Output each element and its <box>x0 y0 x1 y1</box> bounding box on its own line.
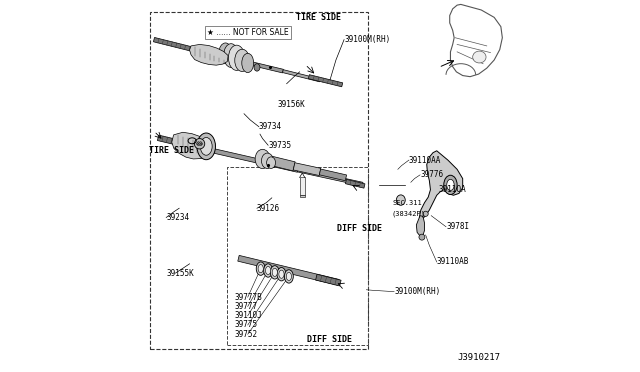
Polygon shape <box>419 151 463 219</box>
Ellipse shape <box>279 270 284 278</box>
Text: (38342P): (38342P) <box>392 211 426 217</box>
Text: 39777: 39777 <box>235 302 258 311</box>
Text: 39155K: 39155K <box>166 269 194 278</box>
Text: 39752: 39752 <box>235 330 258 339</box>
Text: 39775: 39775 <box>235 321 258 330</box>
Text: 39126: 39126 <box>257 204 280 213</box>
Ellipse shape <box>277 267 286 281</box>
Polygon shape <box>172 132 211 159</box>
Polygon shape <box>319 169 347 181</box>
Ellipse shape <box>235 49 250 71</box>
Text: DIFF SIDE: DIFF SIDE <box>307 335 352 344</box>
Ellipse shape <box>198 142 200 144</box>
Polygon shape <box>293 163 321 176</box>
Text: 39234: 39234 <box>166 213 189 222</box>
Ellipse shape <box>447 179 454 190</box>
Ellipse shape <box>423 211 428 217</box>
Polygon shape <box>316 274 341 286</box>
Text: 39110J: 39110J <box>235 311 262 320</box>
Text: J3910217: J3910217 <box>457 353 500 362</box>
Ellipse shape <box>223 44 239 67</box>
Text: DIFF SIDE: DIFF SIDE <box>337 224 381 233</box>
Ellipse shape <box>200 142 202 144</box>
Ellipse shape <box>262 153 273 169</box>
Polygon shape <box>267 155 295 171</box>
Ellipse shape <box>196 143 198 145</box>
Text: 39156K: 39156K <box>277 100 305 109</box>
Polygon shape <box>346 179 365 188</box>
Text: SEC.311: SEC.311 <box>392 200 422 206</box>
Ellipse shape <box>266 266 271 275</box>
Polygon shape <box>308 75 343 87</box>
Ellipse shape <box>284 270 293 283</box>
Bar <box>300 177 305 195</box>
Text: TIRE SIDE: TIRE SIDE <box>148 146 194 155</box>
Ellipse shape <box>473 51 486 63</box>
Polygon shape <box>189 44 228 65</box>
Bar <box>150 12 368 349</box>
Ellipse shape <box>197 133 216 160</box>
Polygon shape <box>157 135 186 147</box>
Ellipse shape <box>255 149 270 169</box>
Ellipse shape <box>219 43 232 64</box>
Text: 3978I: 3978I <box>446 222 469 231</box>
Ellipse shape <box>396 195 405 205</box>
Text: 39110AB: 39110AB <box>436 257 469 266</box>
Polygon shape <box>184 142 298 172</box>
Ellipse shape <box>228 45 244 70</box>
Text: 39776: 39776 <box>420 170 443 179</box>
Ellipse shape <box>195 138 205 149</box>
Text: ★ ...... NOT FOR SALE: ★ ...... NOT FOR SALE <box>207 28 289 37</box>
Polygon shape <box>238 256 339 285</box>
Text: 39110AA: 39110AA <box>409 155 442 164</box>
Ellipse shape <box>254 64 260 71</box>
Text: 3911OA: 3911OA <box>438 185 467 194</box>
Ellipse shape <box>264 264 273 277</box>
Text: 39100M(RH): 39100M(RH) <box>344 35 390 44</box>
Ellipse shape <box>419 234 425 240</box>
Ellipse shape <box>242 53 253 73</box>
Ellipse shape <box>272 268 277 276</box>
Ellipse shape <box>200 144 202 146</box>
Polygon shape <box>154 38 195 52</box>
Ellipse shape <box>258 264 263 273</box>
Ellipse shape <box>201 143 203 145</box>
Bar <box>300 195 305 198</box>
Text: TIRE SIDE: TIRE SIDE <box>296 13 341 22</box>
Text: 39734: 39734 <box>259 122 282 131</box>
Bar <box>227 167 368 345</box>
Ellipse shape <box>286 272 291 280</box>
Text: 39777B: 39777B <box>235 293 262 302</box>
Polygon shape <box>417 216 424 236</box>
Ellipse shape <box>267 157 276 169</box>
Polygon shape <box>193 48 284 73</box>
Ellipse shape <box>198 144 200 146</box>
Text: 39100M(RH): 39100M(RH) <box>394 287 440 296</box>
Ellipse shape <box>200 137 212 155</box>
Text: 39735: 39735 <box>268 141 291 150</box>
Polygon shape <box>283 70 321 82</box>
Ellipse shape <box>256 262 265 275</box>
Ellipse shape <box>444 175 457 195</box>
Polygon shape <box>298 168 363 186</box>
Ellipse shape <box>270 266 279 279</box>
